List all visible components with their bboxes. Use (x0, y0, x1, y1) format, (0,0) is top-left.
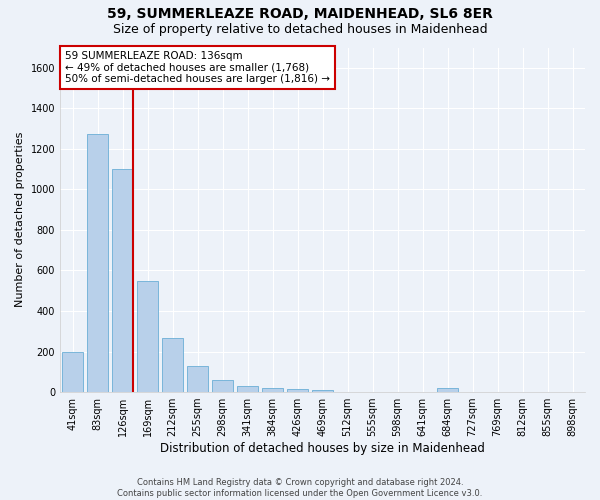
Bar (137, 280, 158, 392)
Bar (237, 386, 258, 392)
Text: 59 SUMMERLEAZE ROAD: 136sqm
← 49% of detached houses are smaller (1,768)
50% of : 59 SUMMERLEAZE ROAD: 136sqm ← 49% of det… (65, 51, 330, 84)
Bar (312, 390, 333, 392)
Bar (187, 366, 208, 392)
X-axis label: Distribution of detached houses by size in Maidenhead: Distribution of detached houses by size … (160, 442, 485, 455)
Bar (287, 389, 308, 392)
Bar (212, 380, 233, 392)
Y-axis label: Number of detached properties: Number of detached properties (15, 132, 25, 308)
Text: 59, SUMMERLEAZE ROAD, MAIDENHEAD, SL6 8ER: 59, SUMMERLEAZE ROAD, MAIDENHEAD, SL6 8E… (107, 8, 493, 22)
Text: Size of property relative to detached houses in Maidenhead: Size of property relative to detached ho… (113, 22, 487, 36)
Bar (162, 338, 183, 392)
Bar (262, 388, 283, 392)
Bar (87, 134, 108, 392)
Text: Contains HM Land Registry data © Crown copyright and database right 2024.
Contai: Contains HM Land Registry data © Crown c… (118, 478, 482, 498)
Bar (112, 169, 133, 392)
Bar (62, 352, 83, 392)
Bar (437, 388, 458, 392)
